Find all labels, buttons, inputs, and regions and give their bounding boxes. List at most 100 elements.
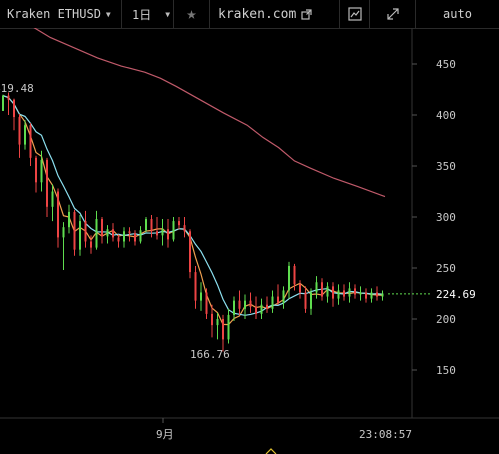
external-link-icon (301, 8, 312, 20)
price-axis: 450 400 350 300 250 200 150 (412, 58, 456, 377)
candle-body (183, 225, 186, 232)
low-price-label: 166.76 (190, 348, 230, 361)
chart-snapshot-icon (347, 7, 362, 21)
fullscreen-button[interactable] (370, 0, 416, 28)
candle-body (222, 319, 224, 340)
symbol-label: Kraken ETHUSD (7, 7, 101, 21)
candle-body (249, 300, 252, 307)
candle-body (282, 290, 285, 303)
candle-body (315, 282, 318, 293)
candle-body (156, 231, 158, 236)
autoscale-button[interactable]: auto (416, 0, 499, 28)
candle-body (255, 306, 257, 314)
candle-body (123, 231, 125, 242)
candle-body (326, 286, 329, 297)
exchange-link[interactable]: kraken.com (210, 0, 340, 28)
candle-body (337, 290, 340, 299)
candle-body (73, 211, 76, 250)
price-chart[interactable]: 450 400 350 300 250 200 150 224.69 419.48 166.76… (0, 28, 499, 454)
candle-body (266, 304, 268, 309)
candle-body (332, 286, 334, 299)
candle-body (51, 191, 54, 207)
annotations: 224.69 419.48 166.76 (0, 82, 476, 361)
candle-body (68, 211, 70, 228)
candle-body (354, 288, 356, 295)
star-icon: ★ (186, 4, 197, 24)
candle-body (365, 292, 367, 299)
price-tick-label: 250 (436, 262, 456, 275)
candle-body (7, 95, 10, 100)
candle-body (57, 191, 59, 238)
candle-body (40, 159, 43, 183)
candle-body (244, 300, 246, 309)
candle-body (233, 300, 235, 315)
interval-selector[interactable]: 1日 ▼ (122, 0, 174, 28)
candle-body (189, 231, 191, 273)
candle-body (271, 296, 274, 309)
candle-body (112, 229, 114, 238)
high-price-label: 419.48 (0, 82, 34, 95)
snapshot-button[interactable] (340, 0, 370, 28)
candle-body (128, 231, 131, 234)
candle-body (84, 221, 87, 242)
candle-body (200, 292, 202, 301)
candle-body (227, 314, 230, 340)
candle-body (381, 293, 384, 297)
candle-body (299, 284, 301, 293)
candle-body (238, 300, 241, 309)
price-tick-label: 350 (436, 160, 456, 173)
last-price-label: 224.69 (436, 288, 476, 301)
exchange-link-label: kraken.com (218, 6, 297, 22)
candles (2, 92, 384, 352)
candle-body (139, 230, 142, 242)
price-tick-label: 200 (436, 313, 456, 326)
candle-body (293, 265, 296, 285)
price-tick-label: 150 (436, 364, 456, 377)
favorite-button[interactable]: ★ (174, 0, 210, 28)
price-tick-label: 300 (436, 211, 456, 224)
price-tick-label: 450 (436, 58, 456, 71)
moving-averages (2, 28, 386, 326)
candle-body (134, 233, 136, 242)
candle-body (216, 319, 219, 326)
candle-body (343, 290, 345, 297)
candle-body (288, 265, 290, 291)
candle-body (370, 292, 373, 299)
candle-body (304, 292, 307, 309)
candle-body (178, 221, 180, 226)
candle-body (106, 229, 109, 237)
candle-body (376, 292, 378, 297)
candle-body (194, 272, 197, 301)
candle-body (13, 99, 15, 118)
candle-body (161, 229, 164, 236)
candle-body (35, 157, 37, 183)
candle-body (101, 219, 103, 237)
candle-body (62, 227, 65, 238)
chevron-down-icon: ▼ (105, 9, 111, 19)
time-axis: 9月 23:08:57 (156, 418, 412, 454)
interval-label: 1日 (132, 7, 152, 22)
price-tick-label: 400 (436, 109, 456, 122)
candle-body (205, 292, 208, 314)
chart-toolbar: Kraken ETHUSD ▼ 1日 ▼ ★ kraken.com auto (0, 0, 499, 29)
candle-body (211, 313, 213, 326)
ma-mid-line (2, 95, 383, 316)
candle-body (117, 237, 120, 242)
candle-body (172, 221, 175, 240)
candle-body (348, 288, 351, 297)
candle-body (145, 219, 147, 231)
symbol-selector[interactable]: Kraken ETHUSD ▼ (0, 0, 122, 28)
candle-body (18, 117, 21, 145)
time-tick-label: 9月 (156, 428, 174, 441)
candle-body (46, 159, 48, 207)
candle-body (150, 219, 153, 232)
candle-body (90, 241, 92, 248)
candle-body (95, 219, 98, 248)
candle-body (277, 296, 279, 303)
chevron-down-icon: ▼ (165, 9, 171, 19)
candle-body (79, 221, 81, 250)
ma-slow-line (33, 28, 386, 198)
candle-body (24, 125, 26, 145)
autoscale-label: auto (443, 7, 472, 21)
candle-body (260, 304, 263, 314)
